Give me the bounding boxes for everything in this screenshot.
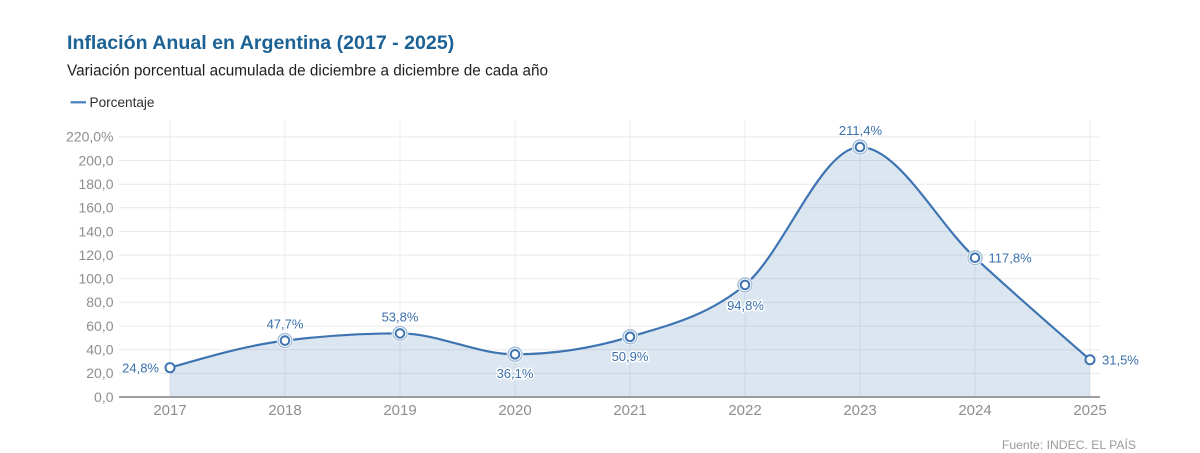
svg-text:211,4%: 211,4%: [839, 123, 883, 138]
svg-text:2019: 2019: [383, 402, 416, 419]
svg-text:Inflación Anual en Argentina (: Inflación Anual en Argentina (2017 - 202…: [67, 32, 454, 54]
svg-text:80,0: 80,0: [86, 294, 113, 310]
svg-text:117,8%: 117,8%: [989, 250, 1033, 265]
svg-text:160,0: 160,0: [78, 200, 113, 216]
svg-text:Porcentaje: Porcentaje: [90, 95, 155, 110]
svg-text:220,0%: 220,0%: [66, 129, 113, 145]
svg-text:180,0: 180,0: [78, 176, 113, 192]
svg-text:94,8%: 94,8%: [727, 298, 764, 313]
svg-text:53,8%: 53,8%: [382, 309, 419, 324]
svg-text:24,8%: 24,8%: [122, 360, 159, 375]
svg-text:31,5%: 31,5%: [1102, 352, 1139, 367]
svg-text:2018: 2018: [268, 402, 301, 419]
svg-text:60,0: 60,0: [86, 318, 113, 334]
svg-text:Variación porcentual acumulada: Variación porcentual acumulada de diciem…: [67, 62, 548, 79]
svg-text:120,0: 120,0: [78, 247, 113, 263]
svg-text:40,0: 40,0: [86, 342, 113, 358]
svg-text:0,0: 0,0: [94, 389, 114, 405]
svg-text:Fuente: INDEC. EL PAÍS: Fuente: INDEC. EL PAÍS: [1002, 437, 1136, 452]
svg-text:20,0: 20,0: [86, 365, 113, 381]
svg-text:2023: 2023: [843, 402, 876, 419]
svg-text:2021: 2021: [613, 402, 646, 419]
svg-text:2022: 2022: [728, 402, 761, 419]
svg-text:2024: 2024: [958, 402, 991, 419]
svg-text:36,1%: 36,1%: [497, 366, 534, 381]
svg-text:50,9%: 50,9%: [612, 349, 649, 364]
svg-text:2025: 2025: [1073, 402, 1106, 419]
svg-text:47,7%: 47,7%: [267, 317, 304, 332]
svg-text:2017: 2017: [153, 402, 186, 419]
svg-text:2020: 2020: [498, 402, 531, 419]
svg-text:200,0: 200,0: [78, 152, 113, 168]
svg-text:140,0: 140,0: [78, 223, 113, 239]
svg-text:100,0: 100,0: [78, 271, 113, 287]
